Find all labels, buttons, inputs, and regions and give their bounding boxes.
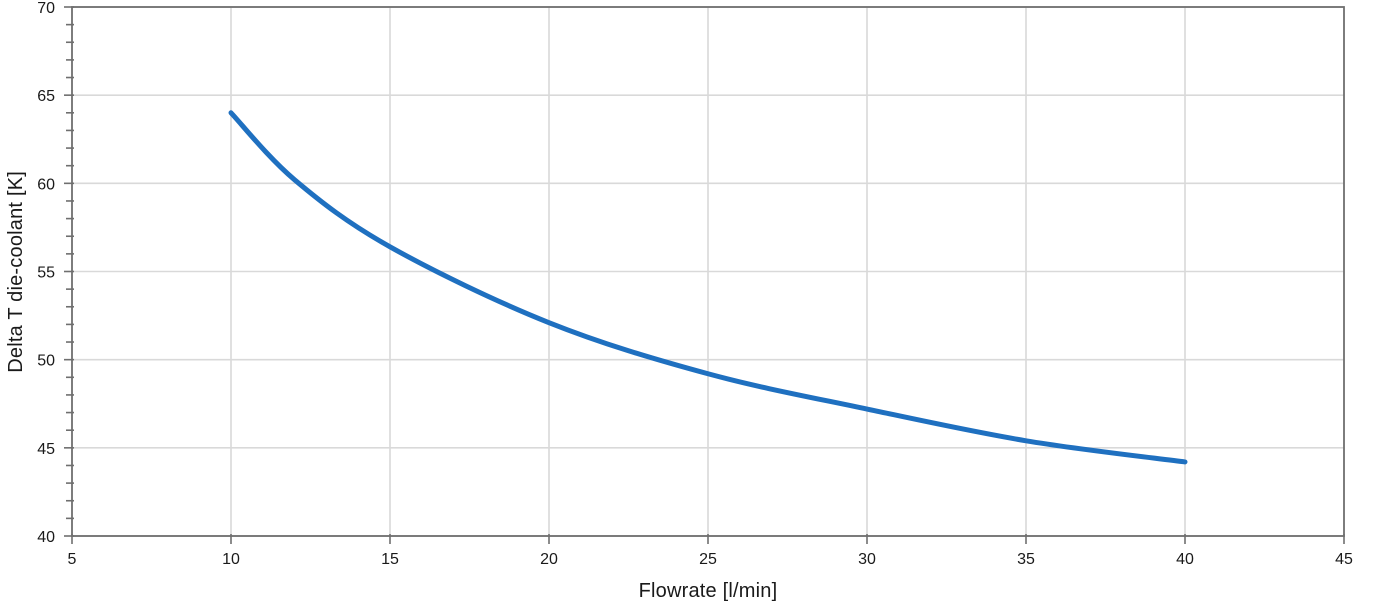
x-tick-label: 10 bbox=[222, 551, 240, 568]
x-tick-label: 40 bbox=[1176, 551, 1194, 568]
x-tick-label: 5 bbox=[68, 551, 77, 568]
y-tick-label: 45 bbox=[37, 441, 55, 458]
x-tick-label: 20 bbox=[540, 551, 558, 568]
y-tick-label: 55 bbox=[37, 265, 55, 282]
series-line bbox=[228, 110, 1188, 465]
x-axis-title: Flowrate [l/min] bbox=[638, 580, 778, 602]
y-axis-title: Delta T die-coolant [K] bbox=[0, 7, 32, 536]
y-tick-label: 40 bbox=[37, 529, 55, 546]
x-tick-label: 15 bbox=[381, 551, 399, 568]
x-tick-label: 35 bbox=[1017, 551, 1035, 568]
x-tick-label: 30 bbox=[858, 551, 876, 568]
x-tick-label: 25 bbox=[699, 551, 717, 568]
y-tick-label: 50 bbox=[37, 353, 55, 370]
y-axis-title-text: Delta T die-coolant [K] bbox=[4, 170, 27, 373]
x-tick-label: 45 bbox=[1335, 551, 1353, 568]
y-tick-label: 70 bbox=[37, 0, 55, 17]
y-tick-label: 65 bbox=[37, 88, 55, 105]
y-tick-label: 60 bbox=[37, 176, 55, 193]
